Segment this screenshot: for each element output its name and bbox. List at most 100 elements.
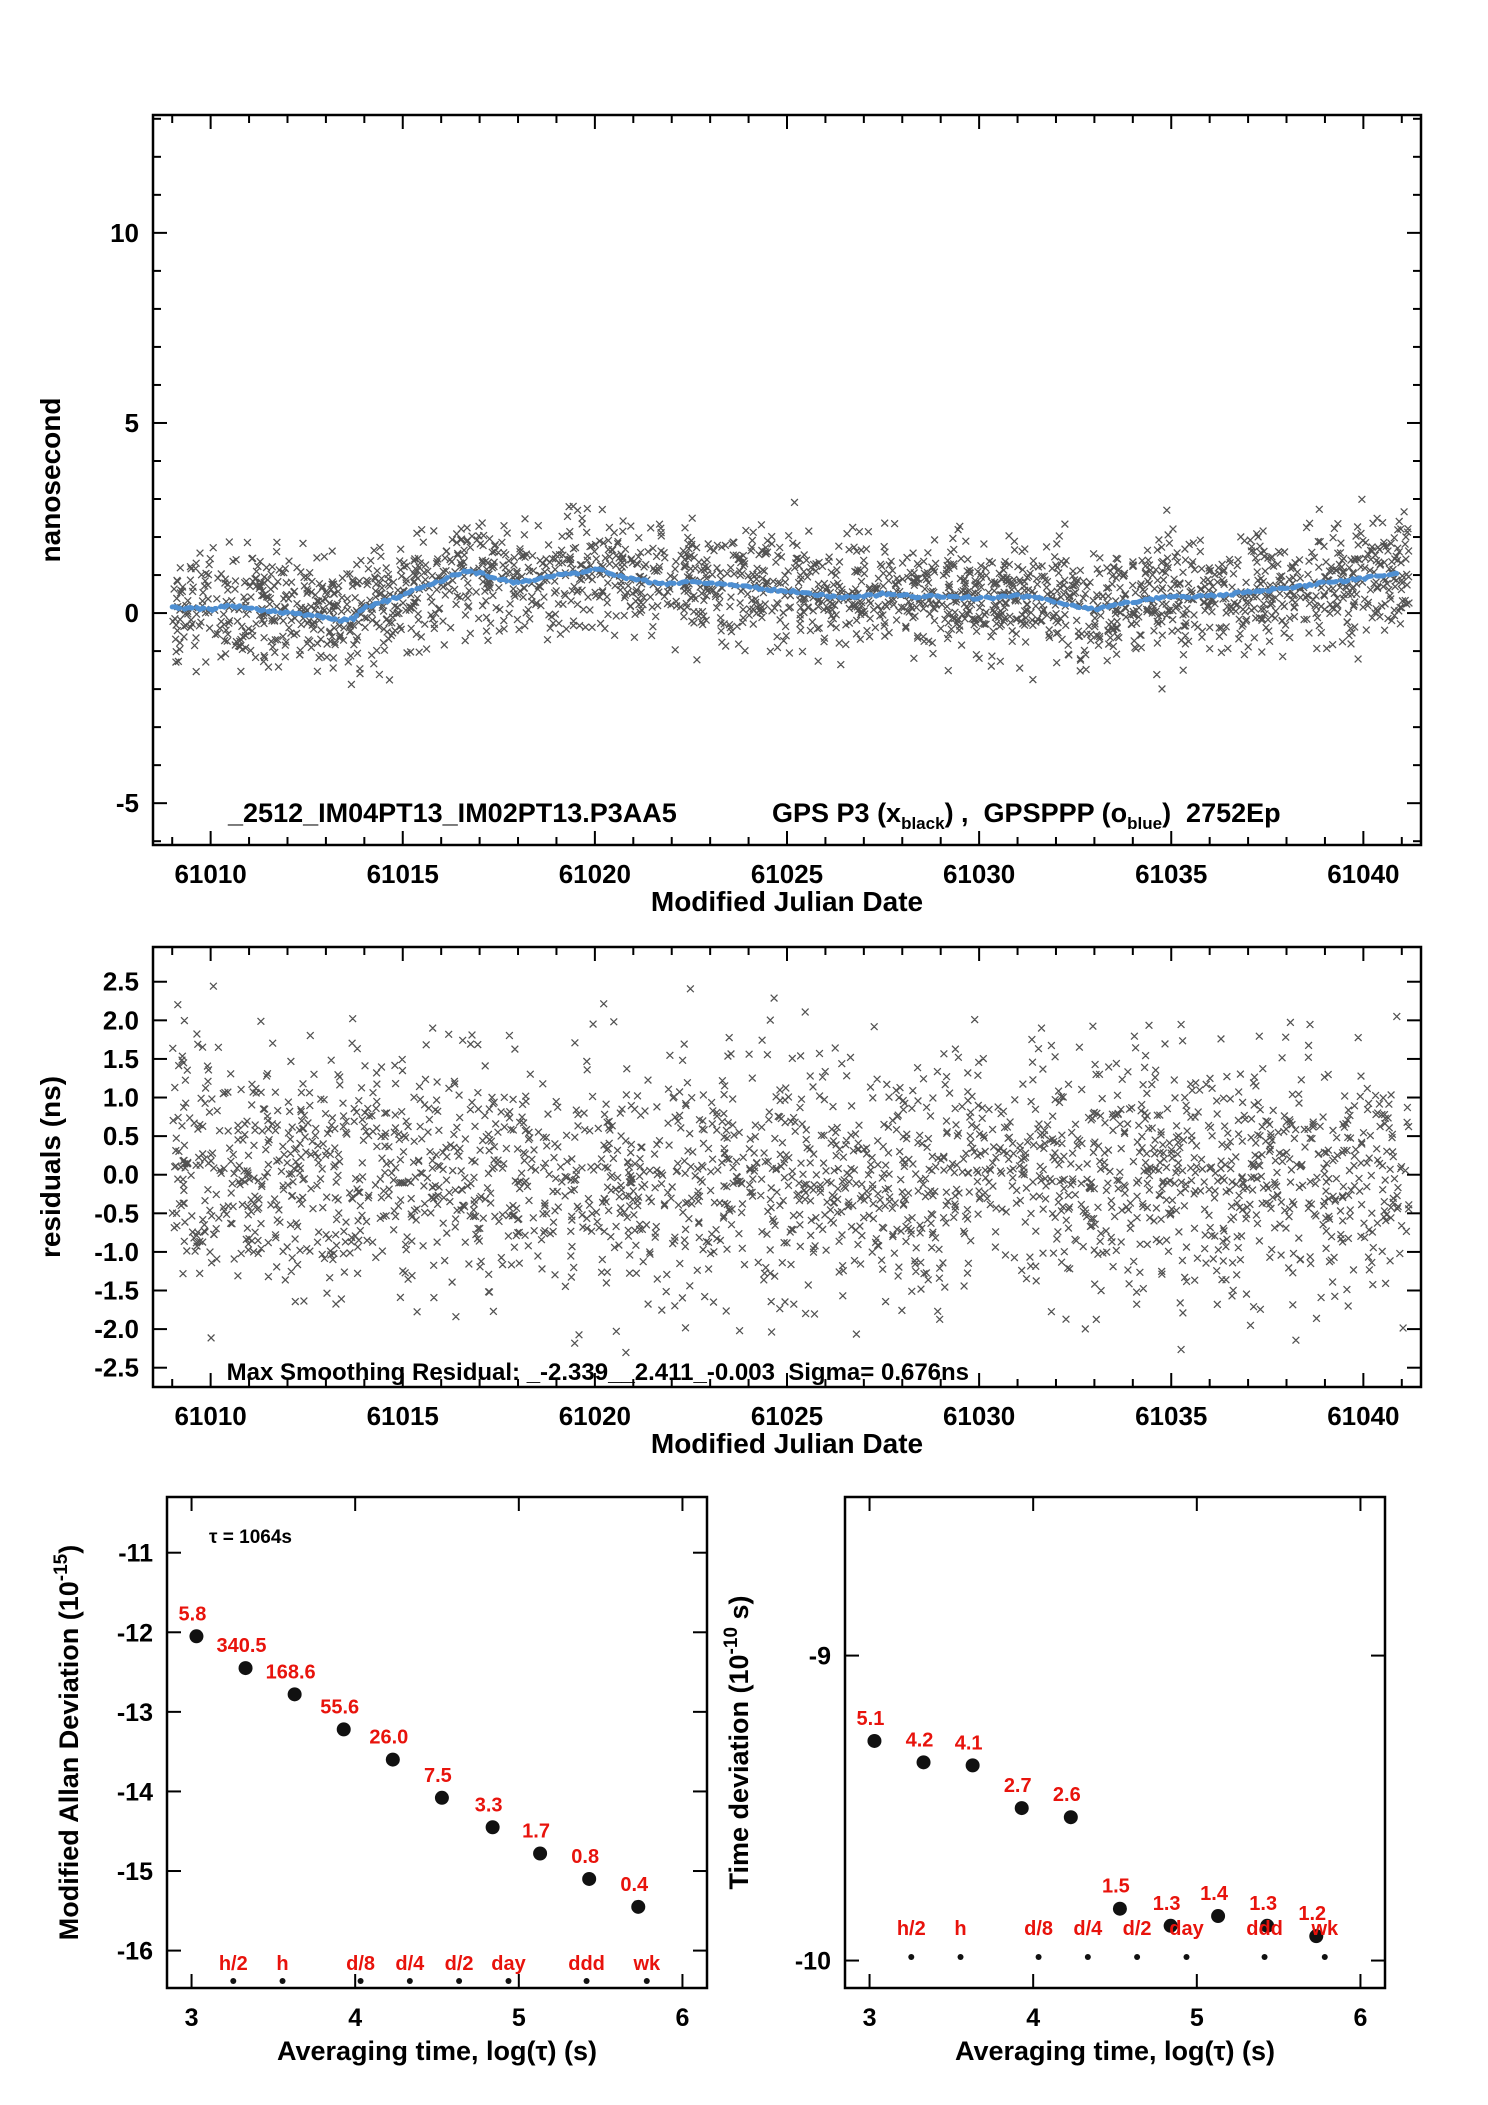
x-axis-label: Modified Julian Date	[651, 1428, 923, 1459]
point-value-label: 5.1	[857, 1708, 885, 1730]
gps-sub-blue: blue	[1127, 814, 1163, 833]
smoothed-line	[169, 565, 1402, 624]
data-point	[434, 1790, 449, 1805]
unit-mark-dot	[643, 1978, 650, 1984]
y-tick-label: -10	[795, 1948, 831, 1976]
x-tick-label: 61020	[559, 1401, 631, 1431]
x-tick-label: 3	[185, 2004, 199, 2032]
point-value-label: 1.2	[1298, 1903, 1326, 1925]
point-value-label: 3.3	[475, 1794, 503, 1816]
averaging-unit-label: wk	[1310, 1918, 1339, 1940]
panel-residuals: 61010 61015 61020 61025 61030 61035 61040 2.5 2.…	[35, 945, 1423, 1459]
averaging-unit-label: ddd	[1246, 1918, 1283, 1940]
data-point	[867, 1733, 882, 1748]
y-tick-label: -9	[809, 1643, 831, 1671]
panel1-gps-legend-annotation: GPS P3 (xblack) , GPSPPP (oblue) 2752Ep	[742, 773, 1281, 859]
x-tick-label: 61030	[943, 859, 1015, 889]
averaging-unit-label: wk	[632, 1953, 661, 1975]
averaging-unit-label: d/2	[445, 1953, 474, 1975]
y-axis-label: residuals (ns)	[35, 1076, 66, 1258]
data-point	[965, 1758, 980, 1773]
x-tick-label: 5	[1190, 2004, 1204, 2032]
data-point	[1211, 1909, 1226, 1924]
x-tick-label: 3	[863, 2004, 877, 2032]
y-axis-label: Time deviation (10-10 s)	[721, 1595, 754, 1889]
y-tick-label: -11	[118, 1540, 153, 1568]
averaging-unit-label: d/2	[1123, 1918, 1152, 1940]
plot-frame	[151, 945, 1423, 1389]
point-value-label: 2.7	[1004, 1775, 1032, 1797]
point-value-label: 55.6	[320, 1696, 359, 1718]
x-axis-label: Averaging time, log(τ) (s)	[955, 2036, 1275, 2066]
point-value-label: 1.3	[1249, 1893, 1277, 1915]
x-tick-label: 61040	[1327, 859, 1399, 889]
y-tick-label: 1.0	[103, 1083, 139, 1113]
unit-mark-dot	[357, 1978, 364, 1984]
y-tick-label: 0.0	[103, 1160, 139, 1190]
averaging-unit-label: d/4	[395, 1953, 425, 1975]
x-tick-label: 61025	[751, 1401, 823, 1431]
file-id-text: _2512_IM04PT13_IM02PT13.P3AA5	[228, 798, 677, 828]
data-point	[916, 1755, 931, 1770]
y-tick-label: -12	[117, 1619, 153, 1647]
y-tick-label: 5	[125, 408, 139, 438]
point-value-label: 1.5	[1102, 1876, 1130, 1898]
unit-mark-dot	[406, 1978, 413, 1984]
data-point	[485, 1820, 500, 1835]
y-tick-label: 10	[110, 218, 139, 248]
y-tick-label: -5	[116, 788, 139, 818]
y-tick-label: 2.0	[103, 1005, 139, 1035]
y-tick-label: 0.5	[103, 1121, 139, 1151]
x-tick-label: 61040	[1327, 1401, 1399, 1431]
data-point	[533, 1846, 548, 1861]
y-tick-label: -16	[117, 1938, 153, 1966]
y-tick-label: -1.5	[94, 1276, 139, 1306]
y-tick-label: 1.5	[103, 1044, 139, 1074]
x-tick-label: 61015	[367, 859, 439, 889]
x-axis-label: Averaging time, log(τ) (s)	[277, 2036, 597, 2066]
x-tick-label: 4	[1026, 2004, 1040, 2032]
point-value-label: 0.8	[571, 1846, 599, 1868]
point-value-label: 7.5	[424, 1765, 452, 1787]
x-tick-label: 4	[348, 2004, 362, 2032]
y-axis-label: nanosecond	[35, 398, 66, 563]
point-value-label: 2.6	[1053, 1784, 1081, 1806]
panel1-file-id-annotation: _2512_IM04PT13_IM02PT13.P3AA5	[198, 773, 677, 854]
y-tick-label: -1.0	[94, 1237, 139, 1267]
data-point	[1309, 1929, 1324, 1944]
x-tick-label: 6	[676, 2004, 690, 2032]
averaging-unit-label: d/4	[1073, 1918, 1103, 1940]
data-point	[238, 1661, 253, 1676]
y-tick-label: -13	[117, 1699, 153, 1727]
unit-mark-dot	[1321, 1954, 1328, 1960]
point-value-label: 1.7	[522, 1821, 550, 1843]
unit-mark-dot	[957, 1954, 964, 1960]
scatter-markers-residuals	[168, 982, 1413, 1357]
x-tick-label: 61020	[559, 859, 631, 889]
data-point	[582, 1871, 597, 1886]
averaging-unit-label: h/2	[219, 1953, 248, 1975]
unit-mark-dot	[456, 1978, 463, 1984]
unit-mark-dot	[1035, 1954, 1042, 1960]
unit-mark-dot	[1183, 1954, 1190, 1960]
point-value-label: 26.0	[369, 1727, 408, 1749]
averaging-unit-label: d/8	[1024, 1918, 1053, 1940]
gps-mid-text: ) , GPSPPP (o	[944, 798, 1128, 828]
x-axis-label: Modified Julian Date	[651, 886, 923, 917]
panel-gps-comparison: 61010 61015 61020 61025 61030 61035 61040 10 5 0 -…	[35, 113, 1423, 917]
x-tick-label: 61025	[751, 859, 823, 889]
scatter-markers-gps-comparison	[169, 495, 1413, 693]
plot-frame	[843, 1495, 1387, 1990]
averaging-unit-label: d/8	[346, 1953, 375, 1975]
unit-mark-dot	[505, 1978, 512, 1984]
gps-suffix-text: ) 2752Ep	[1162, 798, 1281, 828]
y-tick-label: -2.0	[94, 1314, 139, 1344]
point-value-label: 0.4	[620, 1874, 649, 1896]
averaging-unit-label: h/2	[897, 1918, 926, 1940]
averaging-unit-label: day	[1169, 1918, 1204, 1940]
y-tick-label: 2.5	[103, 967, 139, 997]
x-tick-label: 61030	[943, 1401, 1015, 1431]
max-residual-text: Max Smoothing Residual: _-2.339__2.411_-…	[226, 1359, 970, 1386]
